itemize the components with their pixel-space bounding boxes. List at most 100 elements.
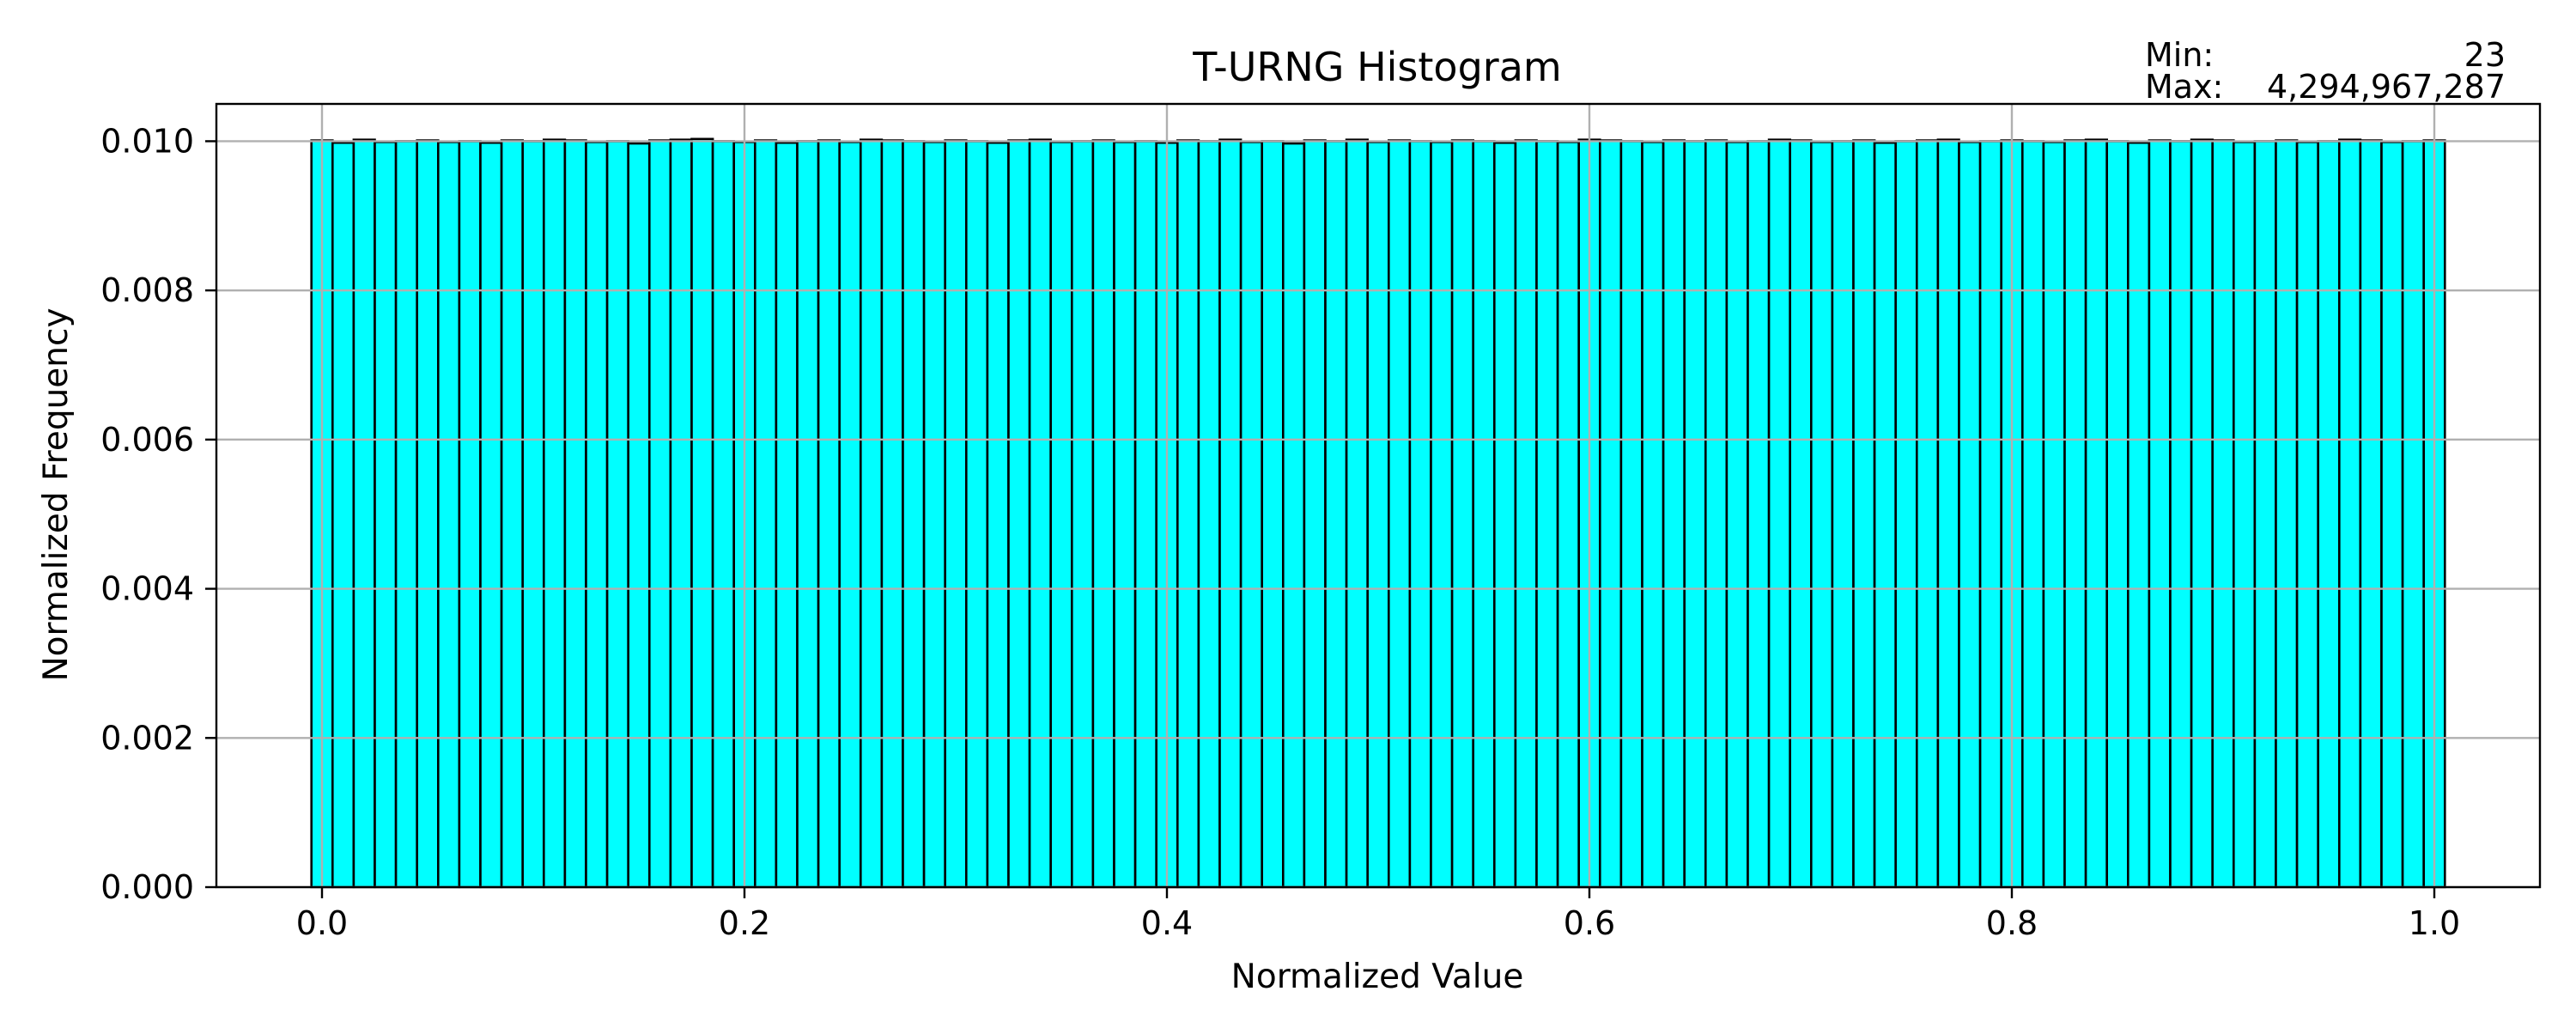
histogram-bar — [394, 140, 419, 889]
y-axis-ticks: 0.000 0.002 0.004 0.006 0.008 0.010 — [100, 122, 216, 906]
histogram-bar — [1430, 141, 1454, 889]
histogram-bar — [352, 138, 376, 889]
histogram-bar — [817, 139, 841, 889]
y-tick-label: 0.008 — [100, 271, 194, 309]
histogram-bar — [796, 140, 820, 889]
histogram-bar — [1345, 138, 1369, 889]
histogram-bar — [1599, 139, 1623, 889]
histogram-bar — [2380, 141, 2404, 889]
stats-box: Min: 23 Max: 4,294,967,287 — [2145, 36, 2506, 106]
x-tick-label: 0.2 — [719, 904, 770, 942]
histogram-bar — [2338, 138, 2362, 889]
histogram-bar — [1556, 141, 1580, 889]
histogram-bar — [436, 141, 461, 889]
histogram-bar — [2063, 139, 2087, 889]
histogram-bar — [2105, 140, 2129, 889]
histogram-bar — [1641, 141, 1665, 889]
x-tick-label: 1.0 — [2409, 904, 2460, 942]
histogram-bar — [500, 139, 524, 889]
histogram-bar — [753, 139, 778, 889]
bars-layer — [310, 137, 2446, 889]
histogram-bar — [1408, 140, 1432, 889]
histogram-bar — [1133, 140, 1157, 889]
histogram-bar — [1388, 139, 1412, 889]
histogram-bar — [2401, 140, 2426, 889]
histogram-bar — [1261, 140, 1285, 889]
histogram-bar — [1197, 140, 1221, 889]
histogram-bar — [1366, 141, 1390, 889]
histogram-bar — [1514, 139, 1538, 889]
histogram-bar — [1831, 140, 1855, 889]
histogram-bar — [2148, 139, 2172, 889]
histogram-bar — [2127, 141, 2151, 889]
histogram-bar — [1303, 139, 1327, 889]
x-axis-ticks: 0.0 0.2 0.4 0.6 0.8 1.0 — [296, 887, 2460, 942]
histogram-bar — [1958, 141, 1982, 889]
histogram-bar — [1747, 140, 1771, 889]
histogram-bar — [2253, 140, 2277, 889]
histogram-bar — [1789, 139, 1813, 889]
histogram-bar — [1239, 141, 1263, 889]
histogram-bar — [585, 141, 609, 889]
histogram-bar — [859, 138, 884, 889]
histogram-bar — [1662, 139, 1686, 889]
histogram-bar — [1324, 140, 1348, 889]
histogram-bar — [2275, 139, 2299, 889]
x-tick-label: 0.0 — [296, 904, 348, 942]
histogram-bar — [902, 140, 926, 889]
histogram-bar — [1091, 139, 1115, 889]
histogram-bar — [1683, 140, 1707, 889]
histogram-bar — [2084, 138, 2109, 889]
histogram-bar — [2295, 141, 2320, 889]
histogram-bar — [479, 141, 503, 889]
histogram-bar — [416, 139, 440, 889]
histogram-bar — [374, 141, 398, 889]
histogram-bar — [2211, 139, 2235, 889]
histogram-bar — [1176, 139, 1200, 889]
min-value: 23 — [2464, 36, 2506, 74]
histogram-bar — [1071, 140, 1095, 889]
histogram-bar — [605, 140, 629, 889]
x-tick-label: 0.4 — [1141, 904, 1193, 942]
histogram-bar — [2359, 139, 2383, 889]
y-tick-label: 0.010 — [100, 122, 194, 160]
histogram-bar — [1113, 141, 1137, 889]
histogram-bar — [1894, 140, 1918, 889]
histogram-bar — [627, 142, 651, 889]
y-tick-label: 0.002 — [100, 719, 194, 757]
histogram-bar — [542, 138, 567, 889]
histogram-bar — [2169, 140, 2193, 889]
histogram-bar — [1472, 140, 1496, 889]
histogram-bar — [669, 138, 693, 889]
min-label: Min: — [2145, 36, 2214, 74]
chart-title: T-URNG Histogram — [1192, 44, 1561, 90]
grid-layer — [216, 104, 2540, 889]
histogram-bar — [1810, 141, 1834, 889]
histogram-bar — [1725, 141, 1749, 889]
histogram-bar — [1936, 138, 1960, 889]
histogram-bar — [2042, 141, 2066, 889]
max-label: Max: — [2145, 68, 2223, 106]
x-tick-label: 0.8 — [1986, 904, 2038, 942]
histogram-bar — [2233, 141, 2257, 889]
max-value: 4,294,967,287 — [2267, 68, 2506, 106]
histogram-bar — [838, 141, 862, 889]
histogram-bar — [1493, 141, 1517, 889]
histogram-bar — [1704, 139, 1728, 889]
histogram-bar — [1282, 142, 1306, 889]
histogram-bar — [1767, 138, 1792, 889]
histogram-bar — [1007, 139, 1031, 889]
y-tick-label: 0.006 — [100, 421, 194, 459]
x-axis-label: Normalized Value — [1231, 958, 1524, 996]
histogram-bar — [521, 140, 545, 889]
histogram-bar — [1916, 139, 1940, 889]
plot-frame — [215, 102, 2542, 889]
histogram-bar — [1852, 139, 1876, 889]
histogram-bar — [2190, 138, 2215, 889]
histogram-bar — [944, 139, 968, 889]
histogram-bar — [458, 140, 482, 889]
x-tick-label: 0.6 — [1564, 904, 1615, 942]
y-tick-label: 0.004 — [100, 570, 194, 608]
